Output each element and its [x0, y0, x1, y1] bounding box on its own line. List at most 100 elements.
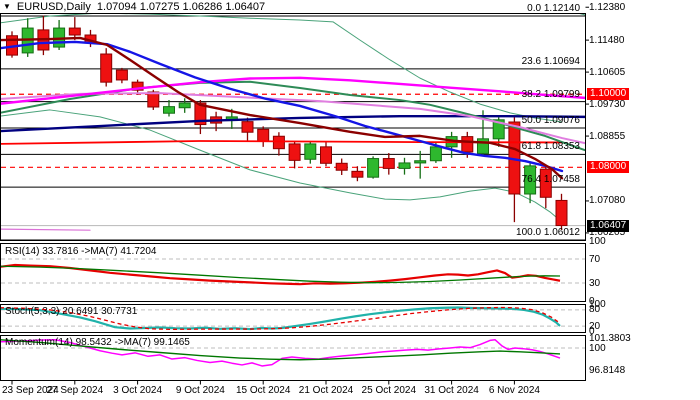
candlestick[interactable] [288, 141, 301, 169]
candlestick[interactable] [115, 67, 128, 84]
candle-body [320, 146, 332, 164]
overlay-ma-maroon [1, 36, 564, 180]
price-axis-label: 1.09730 [589, 98, 626, 110]
date-axis-label: 31 Oct 2024 [424, 385, 479, 396]
fibonacci-label: 76.4 1.07458 [521, 174, 580, 186]
candle-body [461, 136, 474, 153]
stochastic-layer [1, 306, 585, 331]
candle-body [131, 81, 144, 91]
rsi-layer [1, 258, 585, 286]
candlestick[interactable] [68, 17, 81, 41]
indicator-axis-label: 96.8148 [589, 364, 626, 376]
symbol-period-label: EURUSD,Daily [16, 0, 91, 13]
indicator-axis-label: 0 [589, 295, 595, 307]
date-axis-label: 25 Oct 2024 [361, 385, 417, 396]
candlestick[interactable] [414, 150, 427, 179]
candlestick[interactable] [398, 157, 411, 175]
indicator-axis-label: 101.3803 [589, 332, 631, 344]
fibonacci-label: 50.0 1.09076 [521, 114, 580, 126]
date-axis-label: 15 Oct 2024 [235, 385, 291, 396]
date-axis-label: 6 Nov 2024 [488, 385, 540, 396]
fibonacci-label: 100.0 1.06012 [516, 226, 580, 238]
overlay-ma-blue [1, 40, 564, 173]
fibonacci-label: 23.6 1.10694 [521, 55, 580, 67]
candlestick[interactable] [351, 166, 364, 182]
collapse-triangle-icon[interactable]: ▼ [3, 2, 11, 11]
date-axis-label: 21 Oct 2024 [298, 385, 354, 396]
candle-body [241, 121, 254, 133]
price-axis-label: 1.08855 [589, 130, 626, 142]
candlestick[interactable] [304, 141, 317, 164]
candle-body [178, 102, 191, 109]
indicator-axis-label: 20 [589, 320, 601, 332]
stochastic-indicator-label: Stoch(5,3,3) 20.6491 30.7731 [5, 306, 138, 317]
candlestick[interactable] [367, 156, 380, 179]
candlestick[interactable] [100, 48, 113, 87]
candle-body [382, 158, 395, 169]
series-stoch-k [1, 306, 561, 331]
overlay-band-upper [1, 14, 563, 123]
price-axis-label: 1.06205 [589, 227, 626, 239]
candlestick[interactable] [382, 153, 395, 175]
overlay-ma-magenta [1, 76, 585, 105]
candle-body [367, 158, 380, 178]
series-stoch-d [1, 306, 561, 330]
candlestick[interactable] [524, 162, 537, 204]
candle-body [194, 102, 207, 126]
fibonacci-label: 38.2 1.09799 [521, 88, 580, 100]
candlestick[interactable] [178, 98, 191, 113]
price-axis-label: 1.10605 [589, 66, 626, 78]
price-axis-label: 1.12380 [589, 1, 626, 13]
candlestick[interactable] [163, 100, 175, 117]
price-axis-badge: 1.08000 [587, 161, 630, 174]
indicator-axis-label: 0 [589, 326, 595, 337]
indicator-axis-label: 30 [589, 277, 601, 289]
price-axis-badge: 1.06407 [587, 219, 630, 232]
fibonacci-label: 61.8 1.08353 [521, 141, 580, 153]
candlestick[interactable] [241, 117, 254, 141]
overlay-ma-plum [1, 92, 585, 145]
indicator-axis-label: 70 [589, 253, 601, 265]
series-rsi-ma [1, 265, 561, 284]
candle-body [257, 128, 270, 142]
candle-body [147, 91, 160, 108]
candlestick[interactable] [320, 142, 332, 167]
price-axis-label: 1.07080 [589, 195, 626, 207]
candle-body [163, 106, 175, 114]
candlestick[interactable] [555, 193, 568, 230]
date-axis-label: 3 Oct 2024 [113, 385, 163, 396]
indicator-axis-label: 100 [589, 235, 606, 247]
date-axis-label: 9 Oct 2024 [175, 385, 225, 396]
candlestick[interactable] [335, 158, 348, 175]
candle-body [351, 170, 364, 178]
overlay-ma-navy [1, 114, 585, 133]
candle-body [68, 27, 81, 36]
candle-body [539, 168, 552, 198]
date-axis-label: 23 Sep 2024 [2, 385, 59, 396]
title-ohlc-values: 1.07094 1.07275 1.06286 1.06407 [96, 0, 266, 13]
candle-body [524, 165, 537, 195]
candle-body [304, 143, 317, 160]
candle-body [115, 69, 128, 81]
candlestick[interactable] [6, 31, 18, 58]
candle-body [477, 138, 489, 154]
indicator-axis-label: 100 [589, 299, 606, 310]
series-momentum-ma [1, 339, 561, 361]
candle-body [492, 119, 505, 140]
candle-body [272, 135, 285, 150]
indicator-axis-label: 100 [589, 342, 606, 354]
candle-body [414, 160, 427, 164]
candle-body [335, 162, 348, 171]
candlestick[interactable] [539, 165, 552, 209]
main-chart-layer [1, 14, 585, 240]
rsi-indicator-label: RSI(14) 33.7816 ->MA(7) 41.7204 [5, 246, 157, 257]
candle-body [100, 53, 113, 83]
title-bar: ▼ EURUSD,Daily 1.07094 1.07275 1.06286 1… [3, 0, 265, 13]
candlestick[interactable] [272, 132, 285, 156]
candle-body [398, 162, 411, 169]
overlay-band-bottom-left [1, 228, 91, 231]
fibonacci-label: 0.0 1.12140 [527, 3, 580, 14]
candle-body [555, 199, 568, 227]
